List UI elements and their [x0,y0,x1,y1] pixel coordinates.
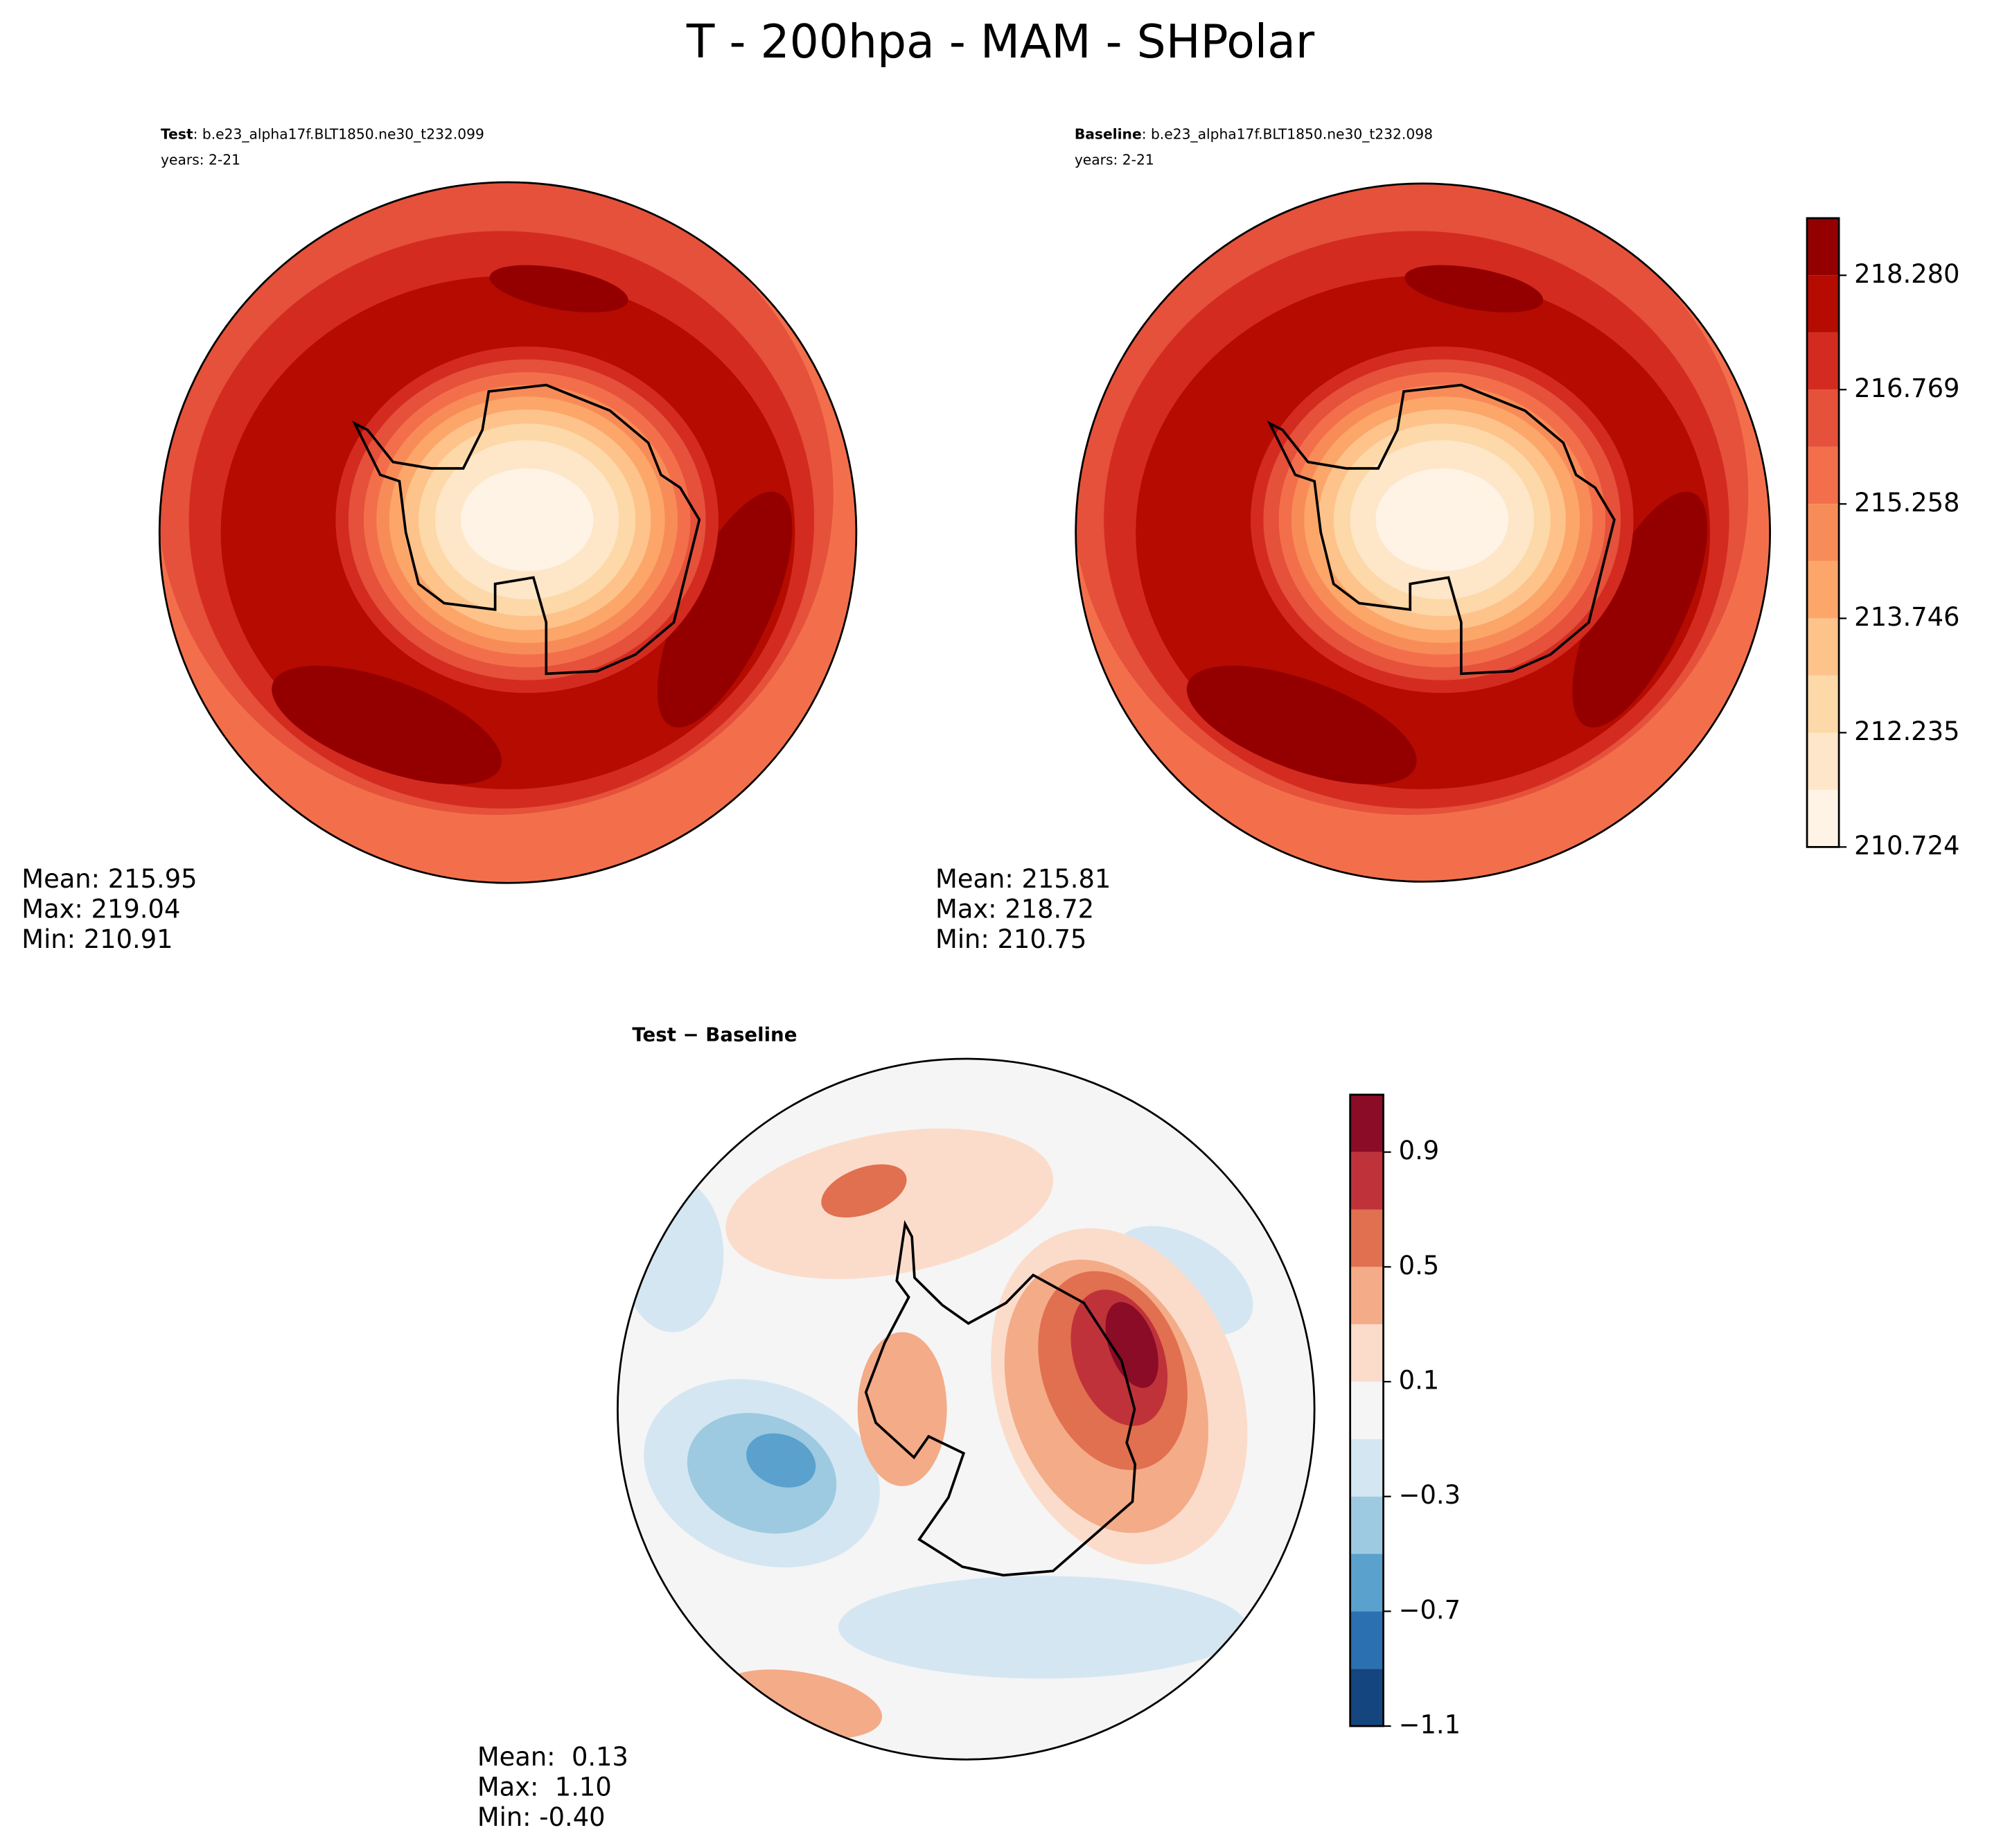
panel-case: : b.e23_alpha17f.BLT1850.ne30_t232.099 [193,125,484,143]
field [821,1164,907,1218]
stat-label: Min: 210.75 [935,924,1086,954]
stat-label: Max: 219.04 [21,894,180,924]
field [460,468,594,572]
stat-label: Max: 218.72 [935,894,1094,924]
colorbar-tick-label: 215.258 [1854,488,1959,518]
colorbar-band [1807,389,1840,447]
colorbar-frame [1806,217,1840,848]
panel-title: Baseline: b.e23_alpha17f.BLT1850.ne30_t2… [1075,125,1433,143]
coastline [864,1220,1137,1577]
panel-case: : b.e23_alpha17f.BLT1850.ne30_t232.098 [1142,125,1433,143]
stat-label: Mean: 215.95 [21,864,197,894]
map-boundary [158,181,858,884]
panel-label: Baseline [1075,125,1142,142]
field [272,665,502,785]
colorbar-band [1350,1554,1384,1612]
panel-label: Test [161,125,193,142]
colorbar-band [1350,1496,1384,1554]
colorbar-tick-label: 212.235 [1854,716,1959,746]
colorbar-band [1350,1152,1384,1210]
colorbar-tick-label: 216.769 [1854,373,1959,403]
colorbar-band [1350,1209,1384,1267]
coastline [1267,383,1616,676]
panel-title: Test: b.e23_alpha17f.BLT1850.ne30_t232.0… [161,125,484,143]
colorbar-band [1350,1094,1384,1152]
field [621,1178,724,1332]
field [838,1576,1247,1679]
field [1572,491,1708,728]
field [1375,468,1509,572]
colorbar-band [1807,732,1840,790]
field [725,1128,1054,1279]
map-boundary [1075,182,1772,883]
stat-label: Mean: 215.81 [935,864,1111,894]
panel-subtitle: years: 2-21 [1075,151,1154,168]
panel-title: Test − Baseline [632,1023,797,1046]
colorbar-tick-label: −0.3 [1399,1480,1461,1510]
colorbar-tick-label: 218.280 [1854,259,1959,289]
field [1105,1302,1158,1388]
field [1186,665,1417,785]
colorbar-tick-label: 210.724 [1854,831,1959,861]
colorbar-band [1350,1324,1384,1382]
map [1075,183,1770,882]
maps: Test: b.e23_alpha17f.BLT1850.ne30_t232.0… [21,125,1959,1832]
colorbar-tick-label: −0.7 [1399,1595,1461,1625]
map [159,182,856,883]
field [1404,265,1544,313]
colorbar-band [1807,561,1840,619]
panel-subtitle: years: 2-21 [161,151,240,168]
stat-label: Min: -0.40 [477,1802,606,1832]
colorbar-band [1807,332,1840,390]
field [746,1433,816,1488]
stat-label: Mean: 0.13 [477,1742,628,1772]
colorbar-band [1807,504,1840,561]
colorbar-band [1350,1267,1384,1325]
colorbar-band [1807,618,1840,676]
field [489,265,628,313]
colorbar-band [1807,446,1840,504]
figure-title: T - 200hpa - MAM - SHPolar [686,15,1315,69]
colorbar-frame [1349,1093,1384,1727]
colorbar-band [1350,1611,1384,1669]
colorbar-band [1350,1669,1384,1727]
map-boundary [617,1057,1316,1761]
map [617,1058,1315,1760]
colorbar-band [1807,218,1840,276]
colorbar-tick-label: 0.1 [1399,1365,1440,1395]
coastline [351,383,701,676]
stat-label: Max: 1.10 [477,1772,612,1802]
colorbar-band [1350,1438,1384,1497]
colorbar-band [1807,275,1840,333]
colorbar-band [1807,675,1840,733]
colorbar-tick-label: −1.1 [1399,1709,1461,1739]
colorbar-tick-label: 213.746 [1854,602,1959,632]
field [657,491,793,728]
field [857,1332,947,1486]
colorbar-tick-label: 0.9 [1399,1136,1440,1165]
colorbar-band [1807,789,1840,847]
colorbar-band [1350,1382,1384,1439]
stat-label: Min: 210.91 [21,924,173,954]
colorbar-tick-label: 0.5 [1399,1251,1440,1281]
